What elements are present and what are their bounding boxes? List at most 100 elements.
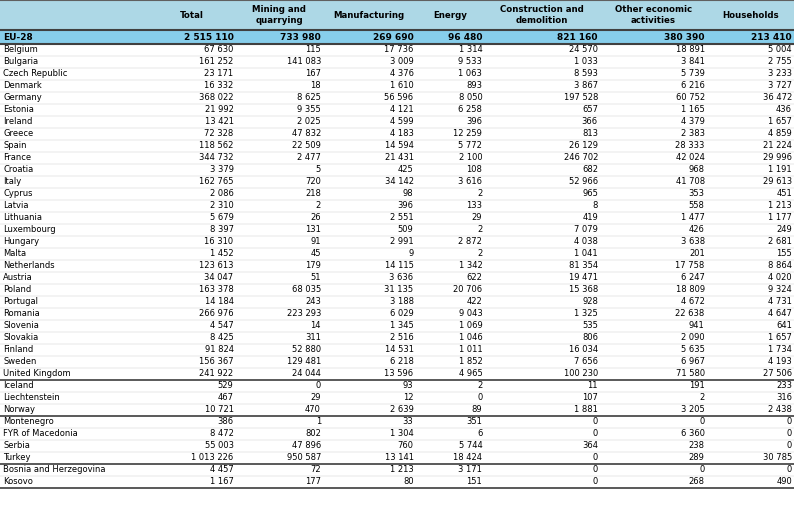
Text: 72: 72 (310, 465, 321, 475)
Bar (148, 344, 236, 356)
Text: 9: 9 (408, 249, 414, 259)
Text: 509: 509 (398, 225, 414, 234)
Bar (415, 30, 484, 44)
Bar (600, 0, 707, 30)
Text: 10 721: 10 721 (205, 406, 233, 415)
Bar (707, 356, 794, 368)
Bar (484, 164, 600, 176)
Bar (415, 80, 484, 92)
Text: 21 431: 21 431 (384, 154, 414, 162)
Bar (236, 200, 323, 212)
Text: United Kingdom: United Kingdom (3, 370, 71, 378)
Text: 47 832: 47 832 (291, 130, 321, 139)
Text: 821 160: 821 160 (557, 32, 598, 41)
Bar (484, 260, 600, 272)
Bar (707, 392, 794, 404)
Text: 91: 91 (310, 238, 321, 246)
Bar (148, 272, 236, 284)
Text: 2 516: 2 516 (390, 333, 414, 343)
Bar (707, 164, 794, 176)
Text: 1 342: 1 342 (459, 262, 482, 270)
Text: 2 310: 2 310 (210, 202, 233, 210)
Bar (236, 320, 323, 332)
Bar (600, 392, 707, 404)
Text: 2 383: 2 383 (680, 130, 704, 139)
Text: Total: Total (180, 11, 204, 19)
Bar (707, 344, 794, 356)
Text: Greece: Greece (3, 130, 33, 139)
Bar (0, 44, 148, 56)
Text: 81 354: 81 354 (569, 262, 598, 270)
Text: 26 129: 26 129 (569, 141, 598, 151)
Bar (0, 56, 148, 68)
Text: 5 772: 5 772 (458, 141, 482, 151)
Bar (148, 368, 236, 380)
Text: 3 379: 3 379 (210, 165, 233, 175)
Text: Czech Republic: Czech Republic (3, 70, 67, 78)
Text: 133: 133 (466, 202, 482, 210)
Text: 213 410: 213 410 (751, 32, 792, 41)
Text: 4 965: 4 965 (459, 370, 482, 378)
Text: 2 086: 2 086 (210, 189, 233, 199)
Text: 351: 351 (466, 417, 482, 426)
Bar (323, 332, 415, 344)
Text: 8: 8 (592, 202, 598, 210)
Bar (0, 392, 148, 404)
Text: Turkey: Turkey (3, 454, 30, 462)
Text: 233: 233 (776, 381, 792, 391)
Bar (707, 464, 794, 476)
Bar (236, 152, 323, 164)
Bar (600, 176, 707, 188)
Bar (484, 428, 600, 440)
Bar (484, 380, 600, 392)
Bar (0, 260, 148, 272)
Bar (148, 176, 236, 188)
Text: 107: 107 (582, 394, 598, 402)
Text: 8 593: 8 593 (574, 70, 598, 78)
Bar (323, 284, 415, 296)
Bar (323, 320, 415, 332)
Bar (707, 416, 794, 428)
Bar (148, 68, 236, 80)
Bar (148, 464, 236, 476)
Text: 950 587: 950 587 (287, 454, 321, 462)
Text: 641: 641 (776, 322, 792, 331)
Bar (415, 188, 484, 200)
Text: 3 188: 3 188 (390, 297, 414, 307)
Text: 60 752: 60 752 (676, 94, 704, 102)
Bar (148, 116, 236, 128)
Text: 7 656: 7 656 (574, 357, 598, 367)
Bar (707, 224, 794, 236)
Text: Kosovo: Kosovo (3, 478, 33, 486)
Bar (600, 152, 707, 164)
Bar (415, 368, 484, 380)
Text: 9 533: 9 533 (458, 57, 482, 67)
Text: 100 230: 100 230 (564, 370, 598, 378)
Bar (415, 440, 484, 452)
Bar (484, 416, 600, 428)
Text: Energy: Energy (433, 11, 467, 19)
Text: 3 171: 3 171 (458, 465, 482, 475)
Text: 1 314: 1 314 (459, 46, 482, 54)
Bar (415, 128, 484, 140)
Bar (707, 404, 794, 416)
Bar (484, 224, 600, 236)
Text: 3 205: 3 205 (681, 406, 704, 415)
Text: 151: 151 (467, 478, 482, 486)
Text: 108: 108 (466, 165, 482, 175)
Text: 22 638: 22 638 (676, 309, 704, 318)
Bar (148, 248, 236, 260)
Text: 16 332: 16 332 (204, 81, 233, 91)
Bar (600, 164, 707, 176)
Bar (415, 44, 484, 56)
Text: 353: 353 (688, 189, 704, 199)
Bar (236, 236, 323, 248)
Text: 380 390: 380 390 (664, 32, 704, 41)
Bar (0, 464, 148, 476)
Bar (600, 344, 707, 356)
Bar (323, 356, 415, 368)
Text: Romania: Romania (3, 309, 40, 318)
Text: 246 702: 246 702 (564, 154, 598, 162)
Text: 4 859: 4 859 (769, 130, 792, 139)
Bar (323, 452, 415, 464)
